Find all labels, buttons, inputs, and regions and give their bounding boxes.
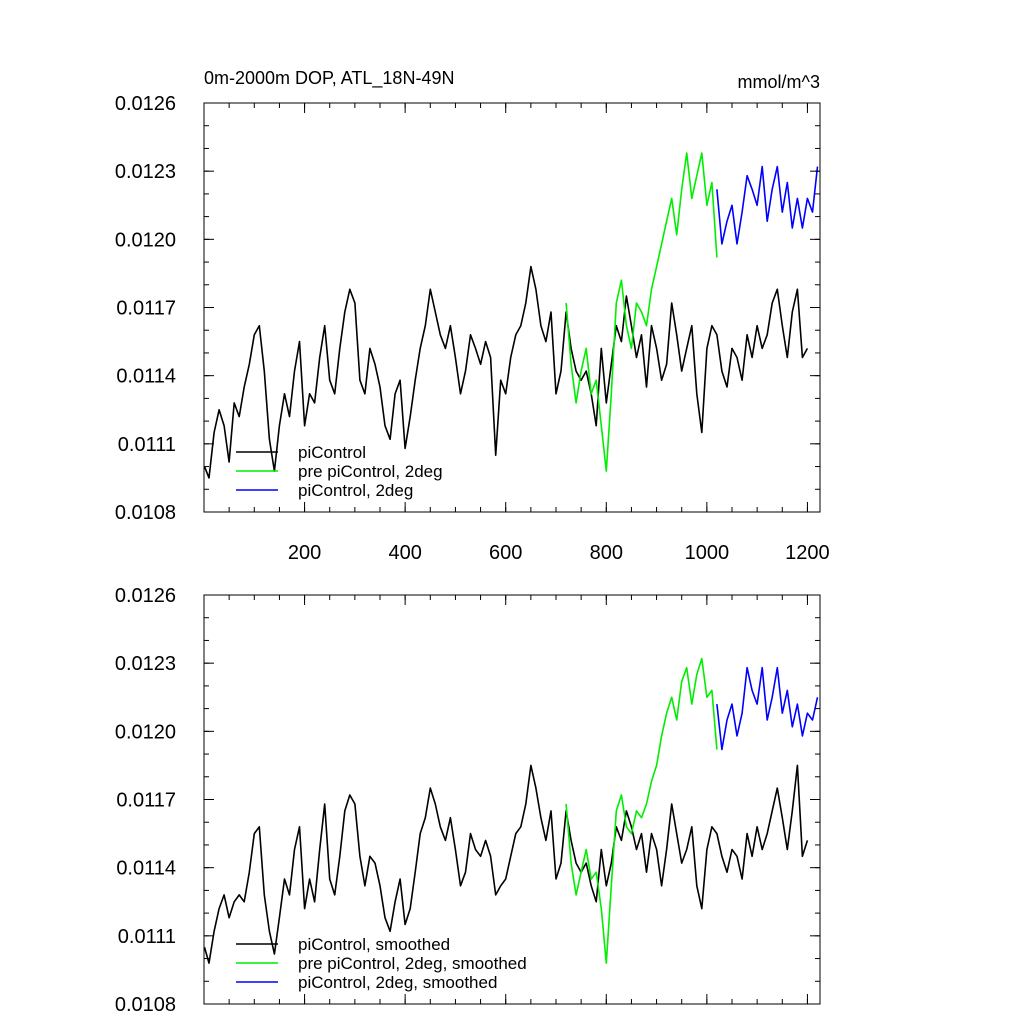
x-tick-label: 1200 bbox=[785, 542, 830, 564]
legend-label-3: piControl, 2deg, smoothed bbox=[298, 973, 497, 992]
series-line-2 bbox=[565, 657, 718, 964]
plot-frame bbox=[203, 102, 821, 513]
bottom-panel: 0.0108 0.0111 0.0114 0.0117 0.0120 0.0123 0.01… bbox=[115, 585, 821, 1016]
y-tick-label: 0.0120 bbox=[115, 229, 176, 251]
y-tick-label: 0.0117 bbox=[116, 298, 176, 320]
legend-label-2: pre piControl, 2deg, smoothed bbox=[298, 954, 527, 973]
y-tick-label: 0.0108 bbox=[115, 994, 176, 1016]
top-panel: 0.0108 0.0111 0.0114 0.0117 0.0120 0.0123 0.01… bbox=[115, 68, 830, 564]
x-tick-label: 600 bbox=[489, 542, 522, 564]
y-tick-label: 0.0126 bbox=[115, 93, 176, 115]
series-line-1 bbox=[203, 764, 809, 964]
plot-frame bbox=[203, 594, 821, 1005]
series-line-3 bbox=[716, 666, 819, 751]
y-tick-label: 0.0117 bbox=[116, 790, 176, 812]
x-tick-label: 1000 bbox=[685, 542, 730, 564]
y-tick-label: 0.0123 bbox=[115, 161, 176, 183]
y-tick-label: 0.0126 bbox=[115, 585, 176, 607]
y-tick-label: 0.0114 bbox=[116, 858, 176, 880]
y-tick-label: 0.0111 bbox=[118, 926, 176, 948]
legend-label-2: pre piControl, 2deg bbox=[298, 462, 443, 481]
y-tick-label: 0.0123 bbox=[115, 653, 176, 675]
x-tick-label: 400 bbox=[388, 542, 421, 564]
y-tick-label: 0.0114 bbox=[116, 366, 176, 388]
y-tick-label: 0.0120 bbox=[115, 721, 176, 743]
legend-label-1: piControl bbox=[298, 443, 366, 462]
legend-label-3: piControl, 2deg bbox=[298, 481, 413, 500]
series-line-1 bbox=[203, 265, 809, 479]
series-line-2 bbox=[565, 152, 718, 472]
units-label: mmol/m^3 bbox=[738, 72, 820, 92]
x-tick-label: 200 bbox=[288, 542, 321, 564]
x-tick-label: 800 bbox=[590, 542, 623, 564]
y-tick-label: 0.0108 bbox=[115, 502, 176, 524]
y-tick-label: 0.0111 bbox=[118, 434, 176, 456]
legend-label-1: piControl, smoothed bbox=[298, 935, 450, 954]
series-line-3 bbox=[716, 165, 819, 245]
chart-title: 0m-2000m DOP, ATL_18N-49N bbox=[204, 68, 454, 89]
